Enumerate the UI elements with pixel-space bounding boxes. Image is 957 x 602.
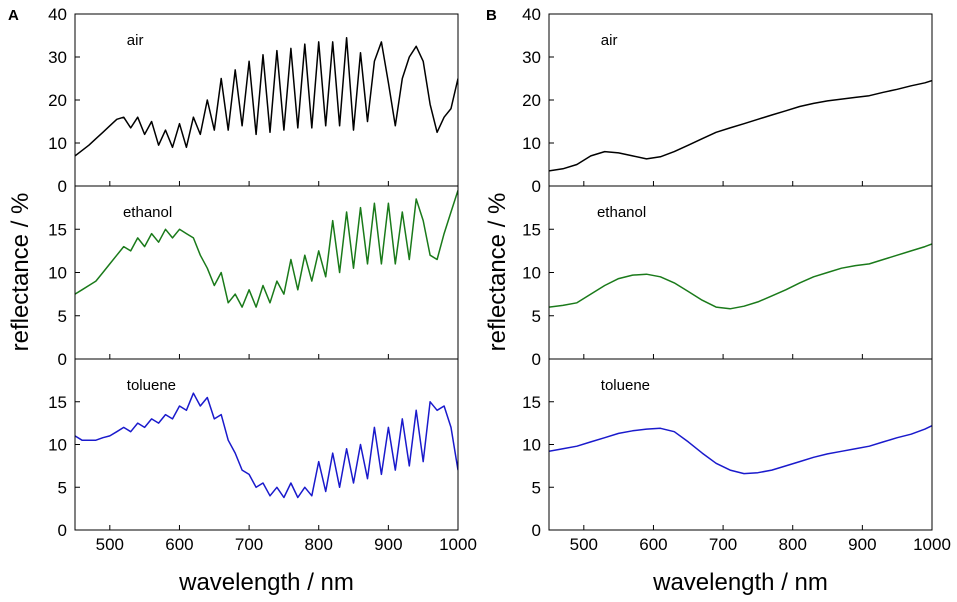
medium-label-toluene: toluene [601,377,650,394]
series-line-ethanol [549,243,932,310]
y-tick-label: 10 [522,264,541,283]
y-tick-label: 0 [58,350,67,369]
x-tick-label: 600 [639,535,667,554]
y-tick-label: 15 [48,220,67,239]
x-tick-label: 1000 [913,535,951,554]
series-line-toluene [75,392,458,499]
x-tick-label: 900 [374,535,402,554]
y-tick-label: 10 [522,436,541,455]
x-axis-title: wavelength / nm [652,569,828,596]
x-tick-label: 800 [305,535,333,554]
medium-label-toluene: toluene [127,377,176,394]
series-line-toluene [549,425,932,475]
y-tick-label: 0 [532,177,541,196]
subplot-ethanol: 0 5 10 15 ethanol [522,185,933,369]
subplot-air: 0 10 20 30 40 air [522,5,933,196]
x-axis-title: wavelength / nm [178,569,354,596]
y-tick-label: 15 [48,393,67,412]
series-line-air [75,36,458,157]
panel-letter: A [8,7,19,24]
x-tick-label: 700 [235,535,263,554]
y-tick-label: 10 [522,134,541,153]
y-tick-label: 20 [522,91,541,110]
y-tick-label: 5 [532,307,541,326]
y-tick-label: 5 [58,478,67,497]
medium-label-ethanol: ethanol [123,204,172,221]
subplot-toluene: 0 5 10 15 toluene [48,358,459,540]
subplot-toluene: 0 5 10 15 toluene [522,358,933,540]
medium-label-air: air [127,32,144,49]
y-tick-label: 10 [48,264,67,283]
medium-label-ethanol: ethanol [597,204,646,221]
y-tick-label: 40 [522,5,541,24]
x-tick-label: 500 [570,535,598,554]
x-tick-label: 1000 [439,535,477,554]
y-tick-label: 40 [48,5,67,24]
x-tick-label: 600 [165,535,193,554]
y-tick-label: 30 [522,48,541,67]
series-line-air [549,79,932,172]
y-tick-label: 0 [58,521,67,540]
y-tick-label: 5 [532,478,541,497]
x-tick-label: 500 [96,535,124,554]
medium-label-air: air [601,32,618,49]
y-tick-label: 10 [48,436,67,455]
y-tick-label: 15 [522,220,541,239]
y-axis-title: reflectance / % [7,193,34,352]
y-tick-label: 10 [48,134,67,153]
y-tick-label: 0 [58,177,67,196]
x-tick-label: 800 [779,535,807,554]
x-tick-label: 700 [709,535,737,554]
panel-b: B 0 10 20 30 40 air 0 5 10 15 ethanol 0 5 10 15 toluene 5… [484,5,951,596]
y-tick-label: 0 [532,350,541,369]
x-tick-label: 900 [848,535,876,554]
y-tick-label: 15 [522,393,541,412]
subplot-air: 0 10 20 30 40 air [48,5,459,196]
panel-a: A 0 10 20 30 40 air 0 5 10 15 ethanol 0 5 10 15 toluene 5… [7,5,477,596]
y-axis-title: reflectance / % [484,193,511,352]
y-tick-label: 0 [532,521,541,540]
panel-letter: B [486,7,497,24]
y-tick-label: 30 [48,48,67,67]
y-tick-label: 20 [48,91,67,110]
y-tick-label: 5 [58,307,67,326]
subplot-ethanol: 0 5 10 15 ethanol [48,185,459,369]
series-line-ethanol [75,190,458,308]
